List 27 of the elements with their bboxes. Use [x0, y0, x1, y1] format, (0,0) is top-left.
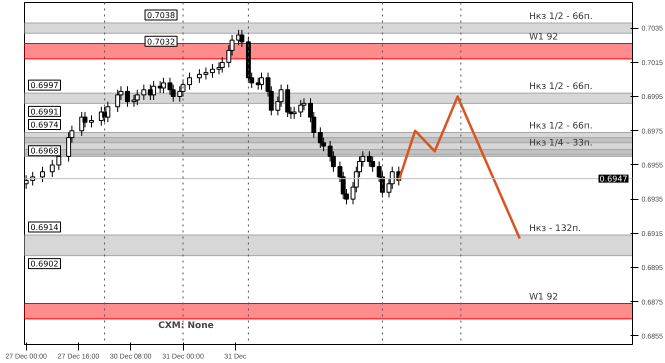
candlestick [256, 77, 261, 90]
annotation: 0.6902 [30, 260, 58, 269]
band-label: Нкз 1/2 - 66п. [529, 82, 593, 92]
candlestick [134, 89, 140, 106]
line-series [398, 95, 521, 240]
candlestick [79, 111, 84, 136]
candlestick [50, 159, 55, 178]
annotation: 0.7038 [147, 11, 176, 20]
candlestick [298, 99, 304, 118]
annotation: 0.7032 [147, 37, 176, 46]
ref-line-label: 0.6947 [600, 174, 628, 184]
annotation: 0.6968 [30, 146, 58, 156]
annotation: CXM: None [158, 320, 214, 331]
annotation: 0.6991 [30, 107, 58, 116]
candlestick [115, 89, 120, 112]
band-label: Нкз 1/4 - 33п. [529, 138, 593, 149]
candlestick [40, 166, 45, 183]
band-label: W1 92 [529, 32, 558, 43]
annotation: 0.6997 [30, 81, 58, 90]
band-label: Нкз 1/2 - 66п. [529, 12, 593, 22]
candlestick [220, 56, 225, 74]
candlestick [187, 72, 192, 90]
band-label: W1 92 [529, 292, 558, 302]
annotation: 0.6914 [30, 223, 58, 232]
band-label: Нкз 1/2 - 66п. [529, 121, 593, 132]
band-label: Нкз - 132п. [529, 224, 582, 234]
annotation: 0.6974 [30, 120, 58, 130]
